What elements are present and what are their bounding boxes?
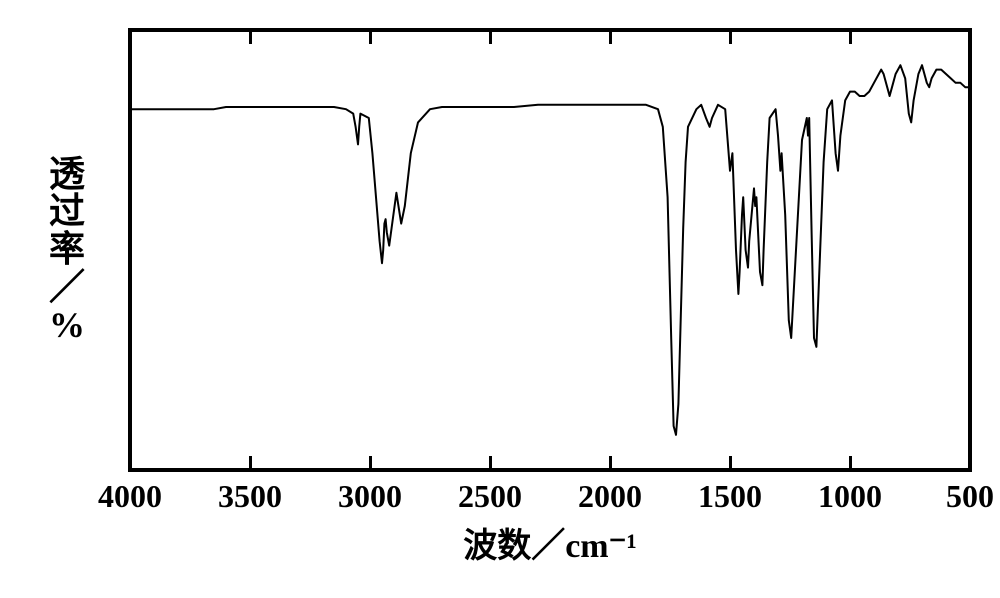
x-tick [369, 456, 372, 470]
x-tick-label: 1000 [800, 478, 900, 515]
x-tick-label: 3500 [200, 478, 300, 515]
x-tick-top [489, 30, 492, 44]
x-tick [969, 456, 972, 470]
x-tick [489, 456, 492, 470]
x-tick-label: 3000 [320, 478, 420, 515]
x-tick [849, 456, 852, 470]
x-tick-label: 1500 [680, 478, 780, 515]
x-tick-label: 4000 [80, 478, 180, 515]
spectrum-path [130, 65, 970, 435]
x-tick [729, 456, 732, 470]
x-tick-label: 2000 [560, 478, 660, 515]
x-tick-top [849, 30, 852, 44]
x-tick-top [129, 30, 132, 44]
ir-spectrum-figure: 透过率／% 波数／cm⁻¹ 40003500300025002000150010… [0, 0, 1000, 598]
x-tick-top [969, 30, 972, 44]
x-tick [129, 456, 132, 470]
x-tick [609, 456, 612, 470]
x-tick-top [249, 30, 252, 44]
x-tick-top [369, 30, 372, 44]
x-tick-top [729, 30, 732, 44]
x-tick-label: 500 [920, 478, 1000, 515]
x-tick [249, 456, 252, 470]
x-tick-top [609, 30, 612, 44]
x-tick-label: 2500 [440, 478, 540, 515]
